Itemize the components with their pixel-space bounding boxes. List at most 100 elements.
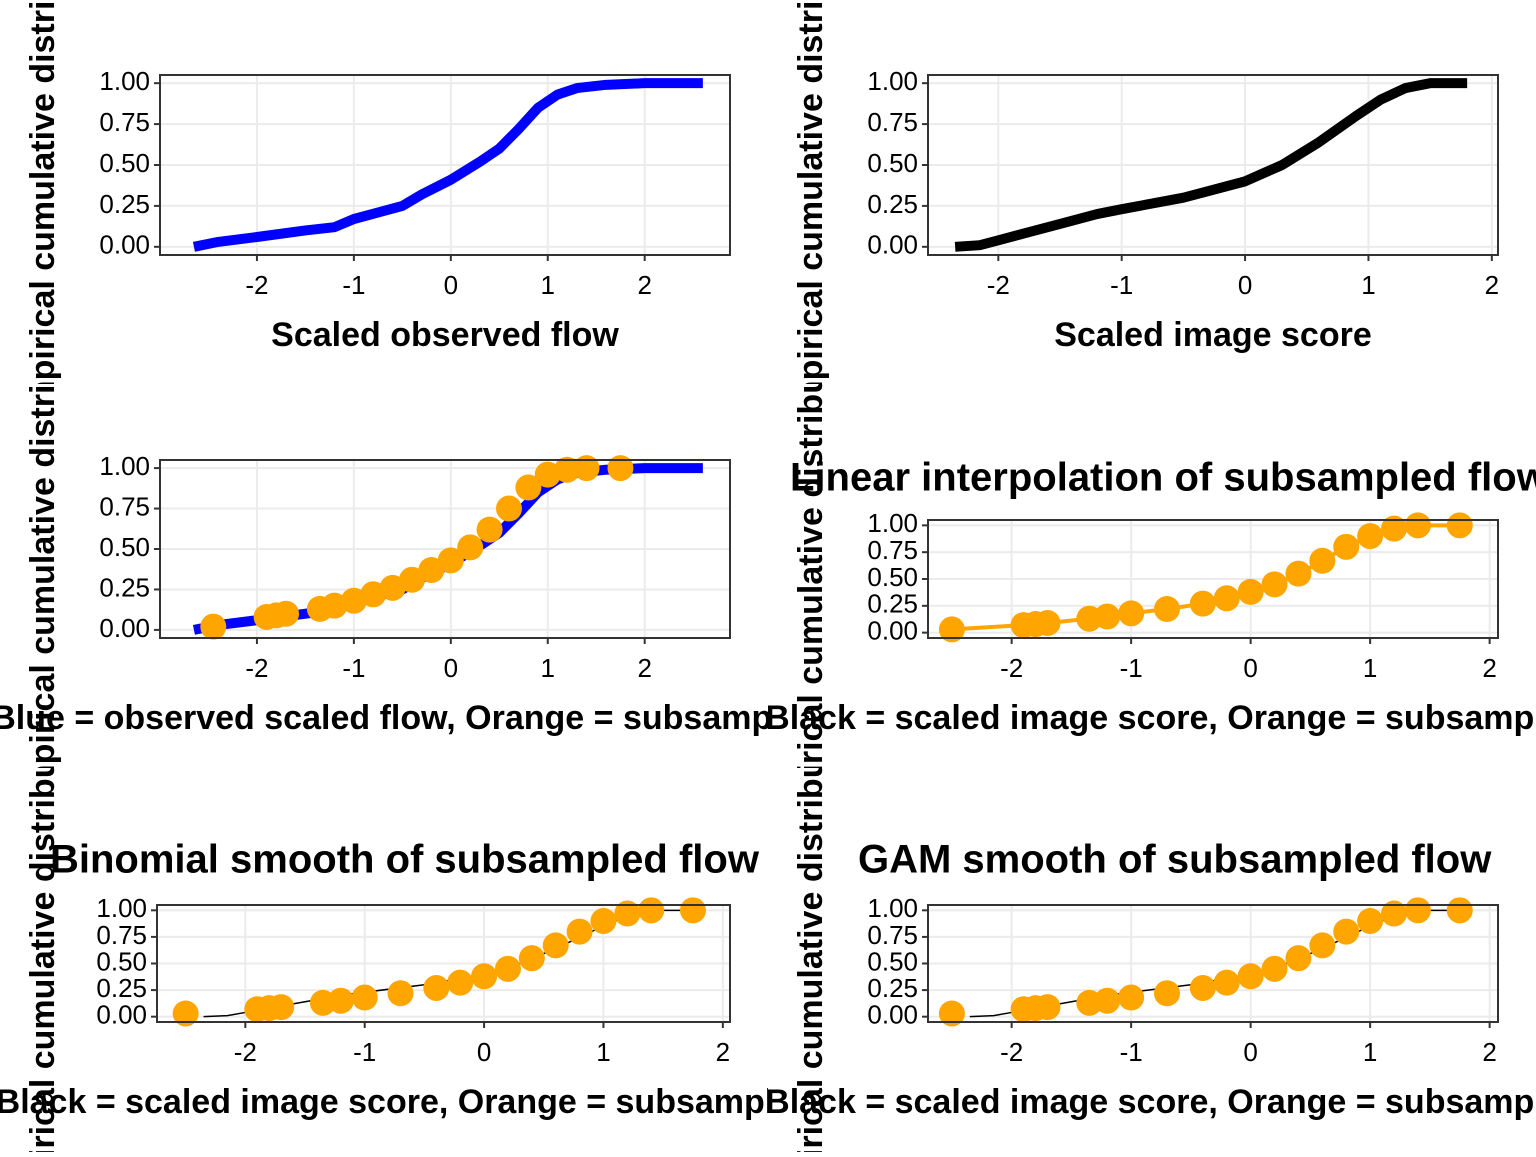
plot-area [157,897,730,1027]
y-tick-label: 0.25 [867,189,918,219]
ecdf-point [1381,900,1408,927]
y-tick-label: 0.00 [867,1000,918,1030]
ecdf-point [614,900,641,927]
y-tick-label: 0.00 [96,1000,147,1030]
y-tick-label: 0.50 [99,148,150,178]
ecdf-point [387,980,414,1007]
y-tick-label: 0.50 [867,946,918,976]
x-tick-label: -1 [1120,1037,1143,1067]
x-tick-label: -1 [342,270,365,300]
x-tick-label: 2 [1485,270,1499,300]
y-axis-title: Empirical cumulative distribution [792,311,830,848]
x-tick-label: 0 [444,653,458,683]
x-tick-label: 2 [1482,653,1496,683]
y-tick-label: 0.25 [96,973,147,1003]
ecdf-point [476,516,503,543]
ecdf-point [1237,963,1264,990]
y-tick-label: 0.25 [99,189,150,219]
ecdf-point [447,969,474,996]
ecdf-point [518,945,545,972]
ecdf-point [938,1000,965,1027]
y-tick-label: 0.50 [96,946,147,976]
x-tick-label: -2 [1000,1037,1023,1067]
x-tick-label: 2 [716,1037,730,1067]
ecdf-point [418,557,445,584]
x-tick-label: 0 [1243,653,1257,683]
y-tick-label: 0.50 [99,532,150,562]
ecdf-point [1118,984,1145,1011]
ecdf-point [1446,512,1473,539]
ecdf-point [1309,547,1336,574]
ecdf-point [1118,600,1145,627]
y-tick-label: 0.50 [867,148,918,178]
x-tick-label: 1 [541,270,555,300]
ecdf-point [423,974,450,1001]
ecdf-point [1189,590,1216,617]
ecdf-point [1333,533,1360,560]
x-tick-label: 0 [444,270,458,300]
plot-area [928,897,1498,1027]
x-tick-label: -2 [245,270,268,300]
x-tick-label: 0 [1238,270,1252,300]
y-tick-label: 1.00 [99,66,150,96]
ecdf-point [1189,974,1216,1001]
ecdf-point [1285,945,1312,972]
ecdf-point [1285,560,1312,587]
ecdf-point [1034,609,1061,636]
panel-title: Binomial smooth of subsampled flow [50,838,760,882]
x-tick-label: -1 [1110,270,1133,300]
ecdf-point [590,907,617,934]
ecdf-point [494,955,521,982]
ecdf-point [1034,994,1061,1021]
y-tick-label: 0.75 [867,107,918,137]
x-tick-label: -1 [1120,653,1143,683]
plot-area [160,75,730,255]
ecdf-point [495,495,522,522]
ecdf-point [200,613,227,640]
y-axis-title: Empirical cumulative distribution [792,695,830,1152]
ecdf-point [273,600,300,627]
ecdf-point [1094,603,1121,630]
y-tick-label: 1.00 [867,893,918,923]
ecdf-point [1404,512,1431,539]
ecdf-point [1153,596,1180,623]
ecdf-point [1357,523,1384,550]
x-tick-label: -1 [342,653,365,683]
x-tick-label: 1 [596,1037,610,1067]
panel-title: Linear interpolation of subsampled flow [790,456,1536,500]
ecdf-point [327,987,354,1014]
ecdf-point [1213,969,1240,996]
panel: -2 -1 0 1 2 0.000.250.500.751.00 Black = scale… [765,695,1536,1152]
y-tick-label: 0.50 [867,562,918,592]
ecdf-point [1333,918,1360,945]
x-tick-label: 1 [1363,653,1377,683]
ecdf-point [457,534,484,561]
y-tick-label: 0.25 [867,973,918,1003]
y-tick-label: 0.00 [867,230,918,260]
x-tick-label: 2 [637,653,651,683]
ecdf-point [1213,585,1240,612]
ecdf-line [192,78,703,252]
x-axis-title: Black = scaled image score, Orange = sub… [765,1083,1536,1121]
y-tick-label: 0.00 [867,616,918,646]
y-tick-label: 1.00 [96,893,147,923]
ecdf-point [638,897,665,924]
x-axis-title: Black = scaled image score, Orange = sub… [0,1083,892,1121]
ecdf-point [471,963,498,990]
y-axis-title: Empirical cumulative distribution [792,0,830,433]
x-axis-title: Scaled observed flow [271,316,619,354]
x-tick-label: 2 [637,270,651,300]
ecdf-point [566,918,593,945]
ecdf-point [679,897,706,924]
ecdf-point [542,932,569,959]
y-axis-title: Empirical cumulative distribution [24,281,62,818]
y-tick-label: 1.00 [867,508,918,538]
panel: -2 -1 0 1 2 0.00 0.25 0.50 0.75 1.00 Scaled image … [792,0,1499,433]
panel: -2 -1 0 1 2 0.000.250.500.751.00 Black = scale… [768,311,1536,848]
panel: -2 -1 0 1 2 0.000.250.500.751.00 Black = scale… [0,768,892,1152]
ecdf-point [1261,571,1288,598]
x-tick-label: -2 [987,270,1010,300]
y-tick-label: 1.00 [867,66,918,96]
ecdf-point [268,994,295,1021]
